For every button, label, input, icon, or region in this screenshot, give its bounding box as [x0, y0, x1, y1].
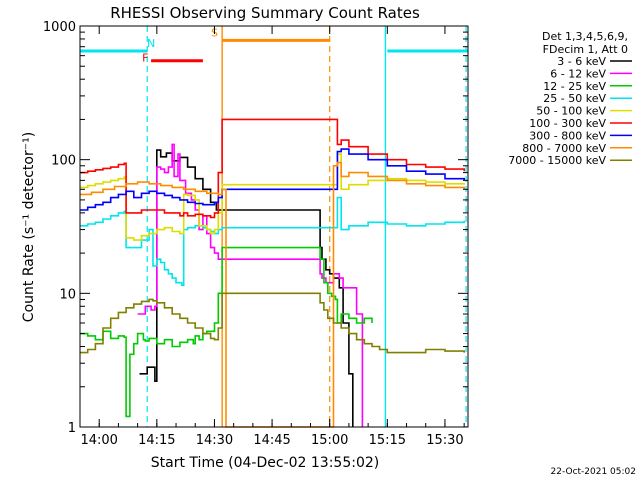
- series-line-6: [80, 148, 465, 211]
- legend-label-7: 800 - 7000 keV: [522, 142, 606, 155]
- flag-F-label: F: [142, 52, 148, 65]
- series-line-8: [80, 292, 465, 354]
- legend-header-1: FDecim 1, Att 0: [543, 43, 628, 56]
- legend-label-4: 50 - 100 keV: [536, 105, 606, 118]
- series-line-2: [80, 246, 373, 418]
- legend: Det 1,3,4,5,6,9,FDecim 1, Att 03 - 6 keV…: [508, 30, 632, 167]
- chart-title: RHESSI Observing Summary Count Rates: [110, 4, 420, 22]
- legend-label-3: 25 - 50 keV: [543, 92, 606, 105]
- y-tick-label-2: 100: [51, 154, 76, 169]
- series-line-7: [80, 161, 465, 428]
- y-tick-label-0: 1: [68, 421, 76, 436]
- legend-label-1: 6 - 12 keV: [550, 67, 606, 80]
- legend-label-0: 3 - 6 keV: [557, 55, 606, 68]
- x-axis-label: Start Time (04-Dec-02 13:55:02): [151, 455, 379, 471]
- series-line-0: [139, 149, 354, 427]
- legend-label-5: 100 - 300 keV: [529, 117, 606, 130]
- legend-label-6: 300 - 800 keV: [529, 129, 606, 142]
- series-line-1: [137, 143, 364, 427]
- series-line-3: [80, 196, 465, 286]
- x-tick-label-3: 14:45: [253, 433, 290, 448]
- legend-label-8: 7000 - 15000 keV: [508, 154, 606, 167]
- series-line-5: [80, 118, 465, 219]
- x-tick-label-5: 15:15: [369, 433, 406, 448]
- plot-frame: [79, 25, 469, 428]
- render-timestamp: 22-Oct-2021 05:02: [551, 467, 636, 477]
- y-tick-label-3: 1000: [43, 20, 76, 35]
- legend-header-0: Det 1,3,4,5,6,9,: [542, 30, 628, 43]
- y-axis-label: Count Rate (s⁻¹ detector⁻¹): [21, 132, 37, 322]
- series-line-4: [80, 153, 465, 241]
- legend-label-2: 12 - 25 keV: [543, 80, 606, 93]
- x-tick-label-2: 14:30: [196, 433, 233, 448]
- flag-N-label: N: [147, 37, 155, 50]
- x-tick-label-6: 15:30: [426, 433, 463, 448]
- x-tick-label-0: 14:00: [80, 433, 117, 448]
- x-tick-label-1: 14:15: [138, 433, 175, 448]
- y-tick-label-1: 10: [59, 287, 76, 302]
- x-tick-label-4: 15:00: [311, 433, 348, 448]
